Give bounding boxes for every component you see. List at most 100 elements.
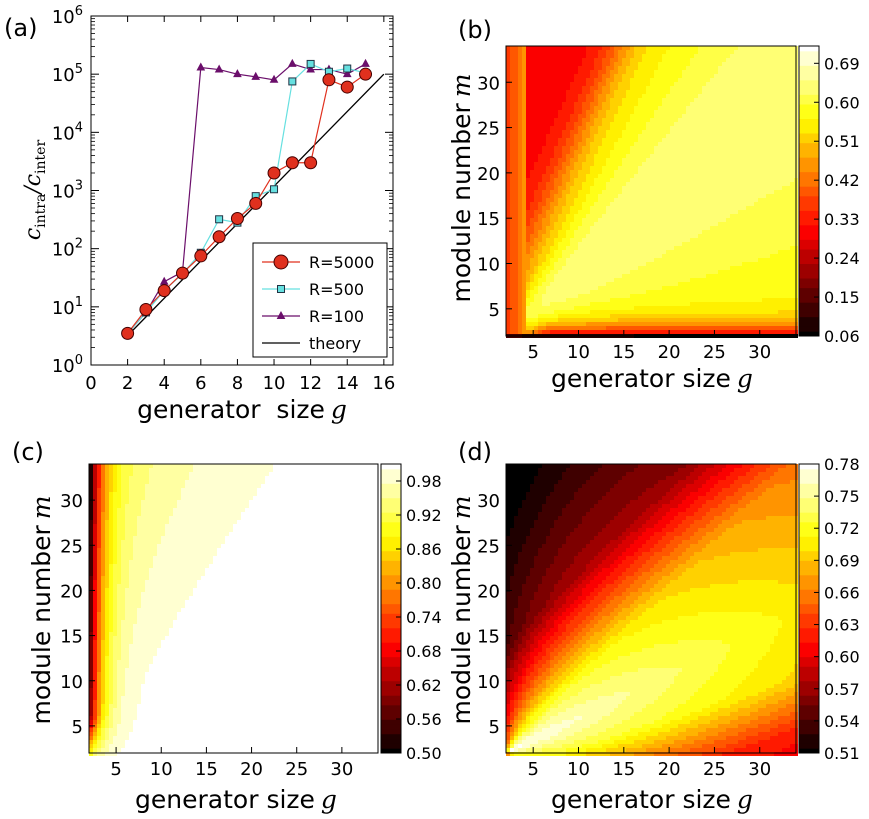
heatmap-cell	[702, 210, 706, 214]
heatmap-cell	[638, 142, 642, 146]
heatmap-cell	[594, 198, 598, 202]
heatmap-cell	[630, 190, 634, 194]
heatmap-cell	[606, 90, 610, 94]
heatmap-cell	[746, 74, 750, 78]
heatmap-cell	[598, 214, 602, 218]
heatmap-cell	[710, 126, 714, 130]
heatmap-cell	[630, 290, 634, 294]
heatmap-cell	[574, 46, 578, 50]
heatmap-cell	[754, 266, 758, 270]
heatmap-cell	[638, 226, 642, 230]
heatmap-cell	[766, 258, 770, 262]
heatmap-cell	[706, 262, 710, 266]
heatmap-cell	[630, 198, 634, 202]
heatmap-cell	[790, 162, 794, 166]
y-tick-label: 101	[52, 295, 83, 319]
heatmap-cell	[710, 254, 714, 258]
heatmap-cell	[634, 298, 638, 302]
heatmap-cell	[598, 74, 602, 78]
heatmap-cell	[750, 142, 754, 146]
heatmap-cell	[654, 90, 658, 94]
heatmap-cell	[770, 254, 774, 258]
heatmap-cell	[506, 214, 510, 218]
heatmap-cell	[674, 186, 678, 190]
heatmap-cell	[662, 214, 666, 218]
heatmap-cell	[714, 154, 718, 158]
heatmap-cell	[574, 106, 578, 110]
heatmap-cell	[530, 114, 534, 118]
heatmap-cell	[610, 302, 614, 306]
heatmap-cell	[730, 130, 734, 134]
heatmap-cell	[570, 250, 574, 254]
heatmap-cell	[558, 226, 562, 230]
heatmap-cell	[722, 242, 726, 246]
heatmap-cell	[602, 162, 606, 166]
heatmap-cell	[542, 58, 546, 62]
heatmap-cell	[642, 154, 646, 158]
heatmap-cell	[746, 222, 750, 226]
heatmap-cell	[674, 202, 678, 206]
heatmap-cell	[546, 298, 550, 302]
heatmap-cell	[690, 174, 694, 178]
heatmap-cell	[614, 266, 618, 270]
heatmap-cell	[538, 62, 542, 66]
heatmap-cell	[530, 218, 534, 222]
heatmap-cell	[738, 182, 742, 186]
heatmap-cell	[694, 130, 698, 134]
heatmap-cell	[754, 218, 758, 222]
heatmap-cell	[566, 58, 570, 62]
heatmap-cell	[726, 250, 730, 254]
heatmap-cell	[554, 118, 558, 122]
heatmap-cell	[790, 246, 794, 250]
heatmap-cell	[646, 130, 650, 134]
heatmap-cell	[770, 294, 774, 298]
heatmap-cell	[590, 306, 594, 310]
heatmap-cell	[570, 274, 574, 278]
heatmap-cell	[570, 70, 574, 74]
heatmap-cell	[530, 126, 534, 130]
heatmap-cell	[526, 130, 530, 134]
heatmap-cell	[506, 138, 510, 142]
heatmap-cell	[638, 158, 642, 162]
heatmap-cell	[742, 302, 746, 306]
heatmap-cell	[534, 66, 538, 70]
heatmap-cell	[586, 74, 590, 78]
heatmap-cell	[622, 174, 626, 178]
heatmap-cell	[742, 94, 746, 98]
heatmap-cell	[566, 102, 570, 106]
heatmap-cell	[726, 174, 730, 178]
heatmap-cell	[514, 258, 518, 262]
heatmap-cell	[742, 126, 746, 130]
heatmap-cell	[538, 154, 542, 158]
heatmap-cell	[630, 210, 634, 214]
heatmap-cell	[562, 306, 566, 310]
heatmap-cell	[658, 234, 662, 238]
heatmap-cell	[574, 266, 578, 270]
heatmap-cell	[718, 130, 722, 134]
heatmap-cell	[766, 70, 770, 74]
panel-label-b: (b)	[458, 16, 492, 44]
heatmap-cell	[682, 290, 686, 294]
heatmap-cell	[718, 222, 722, 226]
heatmap-cell	[518, 202, 522, 206]
heatmap-cell	[710, 50, 714, 54]
heatmap-cell	[726, 162, 730, 166]
heatmap-cell	[602, 150, 606, 154]
heatmap-cell	[762, 98, 766, 102]
heatmap-cell	[586, 250, 590, 254]
heatmap-cell	[630, 306, 634, 310]
heatmap-cell	[786, 198, 790, 202]
heatmap-cell	[582, 138, 586, 142]
heatmap-cell	[506, 238, 510, 242]
heatmap-cell	[650, 170, 654, 174]
heatmap-cell	[546, 202, 550, 206]
heatmap-cell	[578, 138, 582, 142]
heatmap-cell	[614, 110, 618, 114]
heatmap-cell	[558, 162, 562, 166]
heatmap-cell	[682, 302, 686, 306]
heatmap-cell	[594, 286, 598, 290]
heatmap-cell	[554, 106, 558, 110]
heatmap-cell	[550, 178, 554, 182]
heatmap-cell	[582, 250, 586, 254]
heatmap-cell	[714, 198, 718, 202]
